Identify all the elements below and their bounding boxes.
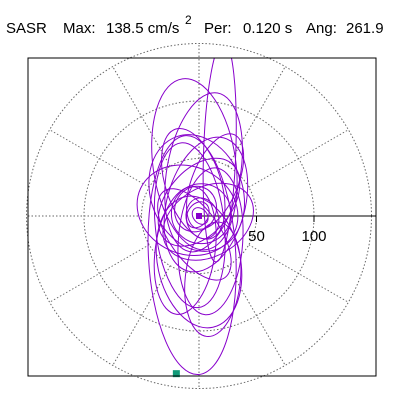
- max-value: 138.5 cm/s: [106, 20, 180, 37]
- grid-spoke-240: [112, 265, 171, 366]
- orbit-loop-5: [148, 134, 246, 252]
- max-label: Max:: [63, 20, 96, 37]
- orbit-loop-1: [147, 135, 237, 376]
- orbit-loop-13: [157, 157, 241, 247]
- radial-tick-label-100: 100: [301, 228, 326, 245]
- orbit-loop-22: [153, 186, 217, 315]
- component-label: SASR: [6, 20, 47, 37]
- plot-frame: [27, 57, 377, 377]
- orbit-loop-9: [155, 195, 243, 329]
- grid-spoke-300: [227, 265, 286, 366]
- orbit-loop-19: [191, 207, 209, 225]
- orbit-loop-3: [151, 78, 238, 251]
- radial-tick-label-50: 50: [248, 228, 265, 245]
- angle-label: Ang:: [306, 20, 337, 37]
- orbit-loop-12: [162, 182, 254, 261]
- grid-spoke-150: [49, 129, 150, 188]
- orbit-trace: [136, 58, 254, 376]
- orbit-loop-21: [186, 133, 245, 230]
- angle-value: 261.9: [346, 20, 384, 37]
- grid-spoke-30: [248, 129, 349, 188]
- orbit-loop-15: [170, 183, 232, 245]
- orbit-loop-16: [174, 185, 218, 233]
- chart-header: SASR Max: 138.5 cm/s 2 Per: 0.120 s Ang:…: [0, 0, 400, 50]
- orbit-loop-20: [161, 127, 226, 240]
- grid-spoke-330: [248, 244, 349, 303]
- period-value: 0.120 s: [243, 20, 293, 37]
- grid-spoke-210: [49, 244, 150, 303]
- orbit-loop-2: [202, 58, 237, 263]
- max-unit-exponent: 2: [185, 13, 192, 27]
- peak-markers: [172, 213, 202, 378]
- grid-spoke-60: [227, 66, 286, 167]
- grid-spoke-120: [112, 66, 171, 167]
- orbit-loop-8: [177, 167, 244, 316]
- orbit-loop-18: [186, 201, 210, 229]
- origin-marker: [196, 213, 202, 219]
- peak-marker: [172, 370, 180, 378]
- period-label: Per:: [204, 20, 232, 37]
